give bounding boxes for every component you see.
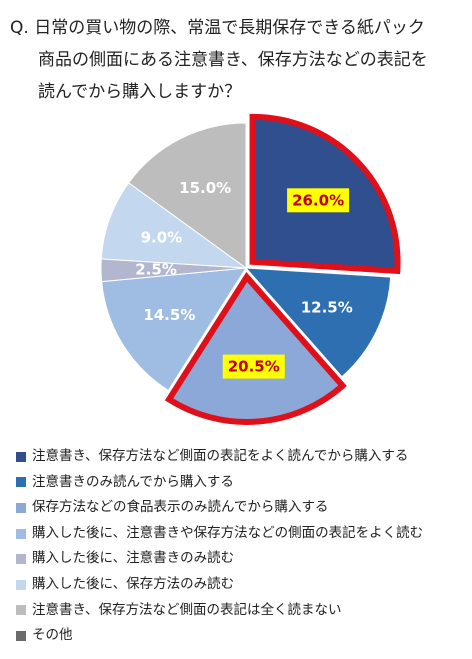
slice-label-4: 14.5%: [143, 306, 195, 324]
legend-swatch: [16, 630, 26, 641]
question-line-1: Q. 日常の買い物の際、常温で長期保存できる紙パック: [10, 12, 462, 44]
pie-slice-4: [101, 267, 247, 392]
legend-label: 購入した後に、保存方法のみ読む: [32, 575, 235, 592]
legend-label: 注意書きのみ読んでから購入する: [32, 473, 234, 490]
legend-swatch: [16, 528, 26, 539]
question-line-2: 商品の側面にある注意書き、保存方法などの表記を: [38, 50, 428, 70]
pie-slice-6: [100, 182, 248, 269]
slice-label-highlight-1: [287, 188, 350, 213]
legend-swatch: [16, 554, 26, 565]
slice-label-1: 26.0%: [292, 191, 344, 209]
legend-item-5: 購入した後に、注意書きのみ読む: [16, 546, 466, 572]
legend-swatch: [16, 605, 26, 616]
question-text: Q. 日常の買い物の際、常温で長期保存できる紙パック 商品の側面にある注意書き、…: [10, 12, 462, 108]
legend-label: 保存方法などの食品表示のみ読んでから購入する: [32, 499, 329, 516]
legend-item-4: 購入した後に、注意書きや保存方法などの側面の表記をよく読む: [16, 521, 466, 547]
pie-chart: 26.0% 12.5% 20.5% 14.5% 2.5% 9.0% 15.0%: [100, 113, 401, 425]
slice-label-2: 12.5%: [301, 299, 353, 317]
legend-label: 購入した後に、注意書きのみ読む: [32, 550, 235, 567]
legend-item-3: 保存方法などの食品表示のみ読んでから購入する: [16, 495, 466, 521]
slice-label-6: 9.0%: [141, 229, 183, 247]
legend-item-2: 注意書きのみ読んでから購入する: [16, 470, 466, 496]
question-line-1-text: 日常の買い物の際、常温で長期保存できる紙パック: [34, 18, 425, 38]
pie-slice-3: [164, 271, 347, 425]
legend-item-8: その他: [16, 623, 466, 649]
question-prefix: Q.: [10, 18, 29, 38]
pie-slices: [100, 113, 401, 425]
legend-item-6: 購入した後に、保存方法のみ読む: [16, 572, 466, 598]
legend-label: その他: [32, 627, 73, 644]
slice-label-5: 2.5%: [135, 260, 177, 278]
slice-label-7: 15.0%: [179, 179, 231, 197]
legend-swatch: [16, 451, 26, 462]
legend-swatch: [16, 502, 26, 513]
legend-label: 購入した後に、注意書きや保存方法などの側面の表記をよく読む: [32, 524, 424, 541]
slice-label-highlight-3: [222, 354, 285, 379]
pie-slice-7: [127, 122, 247, 269]
slice-label-3: 20.5%: [228, 358, 280, 376]
pie-slice-2: [244, 267, 392, 378]
legend-label: 注意書き、保存方法など側面の表記をよく読んでから購入する: [32, 448, 409, 464]
legend-item-1: 注意書き、保存方法など側面の表記をよく読んでから購入する: [16, 444, 466, 470]
legend-item-7: 注意書き、保存方法など側面の表記は全く読まない: [16, 598, 466, 624]
chart-legend: 注意書き、保存方法など側面の表記をよく読んでから購入する 注意書きのみ読んでから購…: [16, 444, 466, 649]
legend-swatch: [16, 477, 26, 488]
question-line-3: 読んでから購入しますか？: [38, 82, 242, 102]
legend-swatch: [16, 579, 26, 590]
legend-label: 注意書き、保存方法など側面の表記は全く読まない: [32, 601, 342, 618]
